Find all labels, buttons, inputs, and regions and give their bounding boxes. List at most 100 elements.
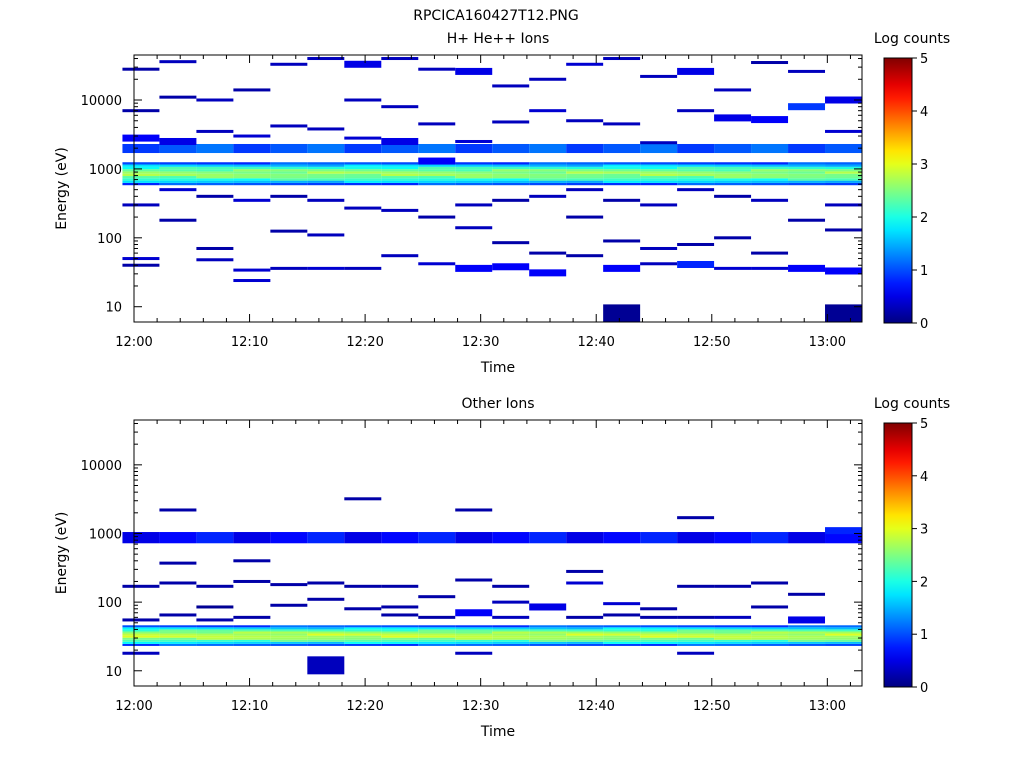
- band-cell: [196, 627, 234, 630]
- band-cell: [159, 166, 197, 170]
- count-cell: [270, 62, 308, 66]
- band-cell: [344, 182, 382, 186]
- band-cell: [122, 166, 160, 170]
- count-cell: [196, 98, 234, 102]
- band-cell: [307, 162, 345, 165]
- band-cell: [122, 635, 160, 638]
- band-cell: [640, 641, 678, 644]
- band-cell: [492, 178, 530, 181]
- count-cell: [159, 137, 197, 145]
- band-halo-cell: [788, 532, 826, 544]
- count-cell: [418, 595, 456, 599]
- band-halo-cell: [492, 532, 530, 544]
- count-cell: [307, 198, 345, 202]
- count-cell: [270, 266, 308, 270]
- count-cell: [159, 581, 197, 585]
- band-cell: [418, 629, 456, 632]
- band-cell: [640, 169, 678, 172]
- band-cell: [714, 162, 752, 165]
- band-cell: [418, 633, 456, 636]
- count-cell: [233, 559, 271, 563]
- band-cell: [566, 631, 604, 634]
- band-cell: [714, 178, 752, 181]
- band-cell: [233, 171, 271, 174]
- count-cell: [381, 57, 419, 61]
- band-cell: [122, 178, 160, 181]
- colorbar-tick-label: 5: [920, 52, 928, 67]
- band-cell: [566, 178, 604, 181]
- x-tick-label: 13:00: [809, 699, 846, 714]
- band-cell: [788, 627, 826, 630]
- count-cell: [270, 124, 308, 128]
- band-cell: [307, 173, 345, 177]
- band-cell: [233, 182, 271, 186]
- band-cell: [825, 182, 862, 186]
- count-cell: [344, 206, 382, 210]
- band-cell: [455, 171, 493, 174]
- band-cell: [529, 627, 567, 630]
- band-halo-cell: [196, 532, 234, 544]
- colorbar-tick-label: 1: [920, 628, 928, 643]
- band-cell: [603, 182, 641, 186]
- band-cell: [714, 641, 752, 644]
- band-cell: [159, 639, 197, 642]
- band-cell: [418, 166, 456, 170]
- band-cell: [233, 629, 271, 632]
- band-cell: [233, 164, 271, 167]
- count-cell: [825, 203, 862, 207]
- count-cell: [233, 88, 271, 92]
- band-cell: [566, 176, 604, 179]
- band-cell: [751, 639, 789, 642]
- count-cell: [344, 60, 382, 68]
- band-cell: [529, 633, 567, 636]
- band-cell: [270, 637, 308, 640]
- count-cell: [344, 136, 382, 140]
- band-cell: [529, 171, 567, 174]
- panel-title: Other Ions: [461, 396, 534, 412]
- band-cell: [640, 635, 678, 638]
- band-cell: [714, 643, 752, 646]
- band-cell: [196, 173, 234, 177]
- band-cell: [603, 180, 641, 183]
- band-cell: [381, 639, 419, 642]
- count-cell: [492, 84, 530, 88]
- count-cell: [603, 122, 641, 126]
- band-cell: [492, 169, 530, 172]
- count-cell: [381, 208, 419, 212]
- band-cell: [603, 639, 641, 642]
- band-cell: [196, 182, 234, 186]
- band-cell: [455, 164, 493, 167]
- band-cell: [122, 627, 160, 630]
- count-cell: [603, 602, 641, 606]
- count-cell: [233, 134, 271, 138]
- count-cell: [529, 269, 567, 277]
- band-cell: [196, 625, 234, 628]
- colorbar-tick-label: 0: [920, 681, 928, 696]
- band-cell: [714, 164, 752, 167]
- count-cell: [825, 228, 862, 232]
- band-cell: [418, 176, 456, 179]
- band-cell: [455, 180, 493, 183]
- y-tick-label: 10: [105, 665, 122, 680]
- count-cell: [714, 194, 752, 198]
- band-cell: [381, 637, 419, 640]
- colorbar-tick-label: 0: [920, 317, 928, 332]
- band-halo-cell: [492, 143, 530, 154]
- band-cell: [307, 629, 345, 632]
- count-cell: [677, 615, 715, 619]
- count-cell: [825, 527, 862, 535]
- band-cell: [677, 171, 715, 174]
- count-cell: [159, 218, 197, 222]
- band-cell: [196, 162, 234, 165]
- x-tick-label: 12:30: [462, 699, 499, 714]
- band-cell: [307, 169, 345, 172]
- band-cell: [825, 169, 862, 172]
- count-cell: [381, 613, 419, 617]
- count-cell: [492, 241, 530, 245]
- x-tick-label: 13:00: [809, 335, 846, 350]
- band-cell: [196, 180, 234, 183]
- count-cell: [418, 615, 456, 619]
- band-cell: [640, 631, 678, 634]
